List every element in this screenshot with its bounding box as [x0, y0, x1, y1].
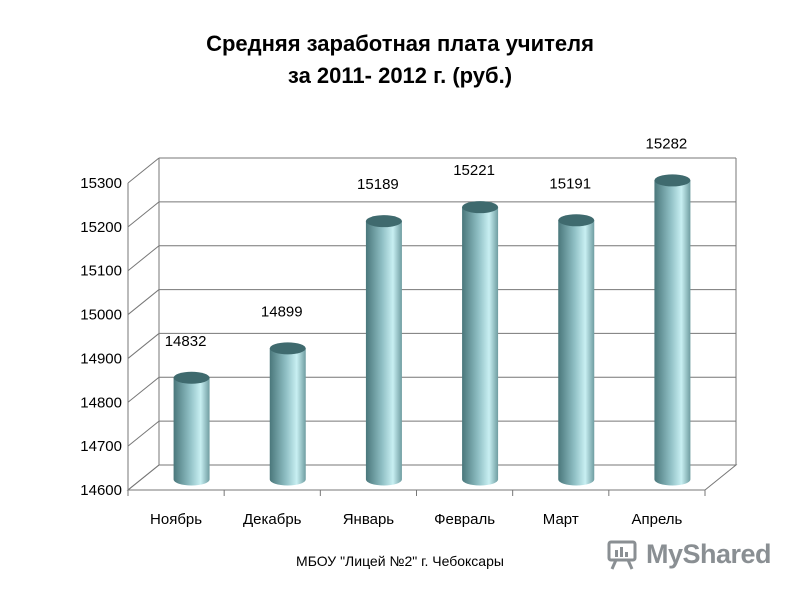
bar-top-cap	[365, 215, 402, 228]
chart-title-line2: за 2011- 2012 г. (руб.)	[287, 63, 513, 88]
gridline-depth	[127, 376, 160, 403]
bar-Февраль	[462, 207, 499, 486]
bar-layer	[173, 174, 691, 486]
chart-title: Средняя заработная плата учителя за 2011…	[0, 28, 800, 92]
y-tick-label: 14900	[80, 350, 122, 367]
gridline-depth	[127, 420, 160, 447]
grid-layer	[127, 157, 736, 491]
data-label: 15221	[453, 162, 495, 179]
watermark-text: MyShared	[646, 538, 772, 569]
x-tick-label: Март	[543, 511, 579, 528]
bar-Январь	[365, 221, 402, 486]
gridline-depth	[127, 333, 160, 359]
footer-text: МБОУ "Лицей №2" г. Чебоксары	[296, 553, 504, 569]
chart-title-line1: Средняя заработная плата учителя	[206, 31, 594, 56]
presentation-board-icon	[607, 540, 637, 570]
x-tick-label: Ноябрь	[150, 511, 202, 528]
x-tick-label: Апрель	[631, 511, 682, 528]
gridline-depth	[127, 157, 160, 184]
bar-Март	[558, 220, 595, 486]
y-tick-label: 14800	[80, 394, 122, 411]
data-label: 15191	[549, 175, 591, 192]
bar-top-cap	[462, 201, 499, 214]
data-label: 14832	[165, 333, 207, 350]
y-tick-label: 14700	[80, 438, 122, 455]
x-tick-label: Январь	[343, 511, 395, 528]
y-tick-label: 14600	[80, 482, 122, 499]
bar-Ноябрь	[173, 377, 210, 486]
y-tick-label: 15000	[80, 307, 122, 324]
x-tick-label: Декабрь	[243, 511, 302, 528]
data-label: 15189	[357, 176, 399, 193]
gridline-depth	[127, 289, 160, 315]
bar-Декабрь	[269, 348, 306, 486]
y-tick-label: 15300	[80, 175, 122, 192]
label-layer: 14600 14700 14800 14900 15000 15100 15200 15300…	[80, 135, 687, 528]
bar-top-cap	[558, 214, 595, 227]
data-label: 15282	[646, 135, 688, 152]
x-tick-label: Февраль	[434, 511, 495, 528]
bar-top-cap	[269, 342, 306, 355]
data-label: 14899	[261, 303, 303, 320]
gridline-depth	[127, 201, 160, 228]
axis-layer	[126, 158, 738, 496]
y-tick-label: 15200	[80, 219, 122, 236]
watermark-logo: MyShared	[606, 534, 776, 574]
bar-Апрель	[654, 180, 691, 486]
bar-top-cap	[654, 174, 691, 187]
chart-floor	[126, 464, 738, 491]
y-tick-label: 15100	[80, 263, 122, 280]
gridline-depth	[127, 245, 160, 272]
bar-top-cap	[173, 371, 210, 384]
